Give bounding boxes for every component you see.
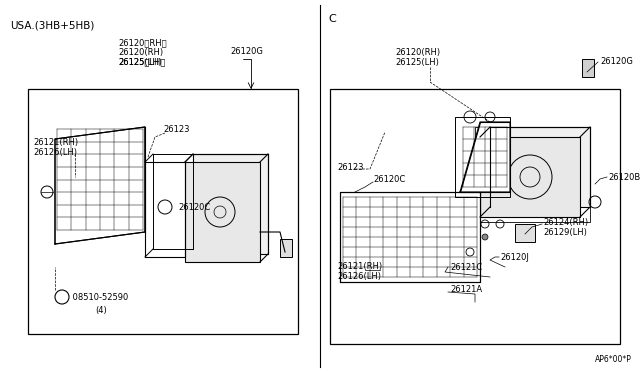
Text: 26120C: 26120C	[373, 176, 405, 185]
Bar	[455, 117, 510, 197]
Bar	[582, 59, 594, 77]
Text: 26126(LH): 26126(LH)	[33, 148, 77, 157]
Text: 26125（LH）: 26125（LH）	[118, 57, 165, 66]
Bar	[480, 137, 580, 217]
Bar	[193, 154, 268, 254]
Bar	[185, 162, 260, 262]
Polygon shape	[340, 192, 480, 282]
Bar	[145, 162, 185, 257]
Text: 26129(LH): 26129(LH)	[543, 228, 587, 237]
Bar	[28, 89, 298, 334]
Text: 26120（RH）: 26120（RH）	[118, 38, 166, 47]
Text: 26121A: 26121A	[450, 285, 482, 295]
Bar	[280, 239, 292, 257]
Polygon shape	[460, 122, 510, 192]
Text: 26120(RH): 26120(RH)	[395, 48, 440, 57]
Text: 26121C: 26121C	[450, 263, 483, 272]
Text: (4): (4)	[95, 305, 107, 314]
Text: 26123: 26123	[163, 125, 189, 135]
Text: 26120(RH): 26120(RH)	[118, 48, 163, 57]
Text: 08510-52590: 08510-52590	[70, 292, 128, 301]
Text: 26126(LH): 26126(LH)	[337, 273, 381, 282]
Bar	[330, 89, 620, 344]
Text: 26120G: 26120G	[230, 48, 263, 57]
Bar	[475, 127, 590, 222]
Text: 26121(RH): 26121(RH)	[33, 138, 78, 147]
Text: 26120J: 26120J	[500, 253, 529, 262]
Bar	[490, 127, 590, 207]
Bar	[515, 224, 535, 242]
Text: AP6*00*P: AP6*00*P	[595, 355, 632, 364]
Text: 26125(LH): 26125(LH)	[395, 58, 439, 67]
Polygon shape	[55, 127, 145, 244]
Text: 26120C: 26120C	[178, 202, 211, 212]
Text: 26120B: 26120B	[608, 173, 640, 182]
Text: 26123: 26123	[337, 163, 364, 171]
Circle shape	[482, 234, 488, 240]
Text: 26124(RH): 26124(RH)	[543, 218, 588, 227]
Text: 26125(LH): 26125(LH)	[118, 58, 162, 67]
Text: 26120G: 26120G	[600, 58, 633, 67]
Text: USA.(3HB+5HB): USA.(3HB+5HB)	[10, 20, 94, 30]
Text: 26121(RH): 26121(RH)	[337, 263, 382, 272]
Text: C: C	[328, 14, 336, 24]
